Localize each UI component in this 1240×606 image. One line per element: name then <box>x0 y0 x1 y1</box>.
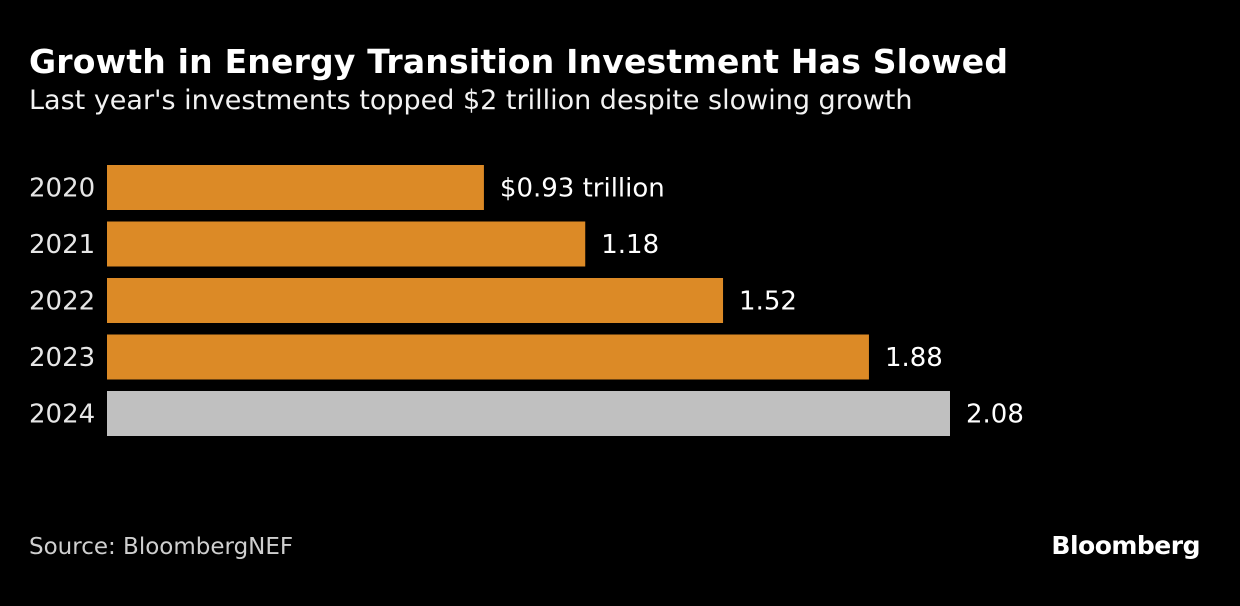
bar-2022 <box>107 278 724 323</box>
category-label-2023: 2023 <box>29 343 95 373</box>
category-label-2020: 2020 <box>29 174 95 204</box>
category-label-2022: 2022 <box>29 287 95 317</box>
data-label-2024: 2.08 <box>966 400 1024 430</box>
bar-2024 <box>107 391 950 436</box>
data-label-2023: 1.88 <box>885 343 943 373</box>
source-note: Source: BloombergNEF <box>29 534 294 560</box>
chart-title: Growth in Energy Transition Investment H… <box>29 42 1009 81</box>
data-label-2021: 1.18 <box>601 230 659 260</box>
bloomberg-logo: Bloomberg <box>1051 531 1200 560</box>
category-label-2021: 2021 <box>29 230 95 260</box>
category-label-2024: 2024 <box>29 400 95 430</box>
data-label-2022: 1.52 <box>739 287 797 317</box>
data-label-2020: $0.93 trillion <box>500 174 665 204</box>
bar-2021 <box>107 221 586 267</box>
bar-2023 <box>107 334 869 380</box>
bar-2020 <box>107 165 484 210</box>
chart-subtitle: Last year's investments topped $2 trilli… <box>29 85 913 116</box>
